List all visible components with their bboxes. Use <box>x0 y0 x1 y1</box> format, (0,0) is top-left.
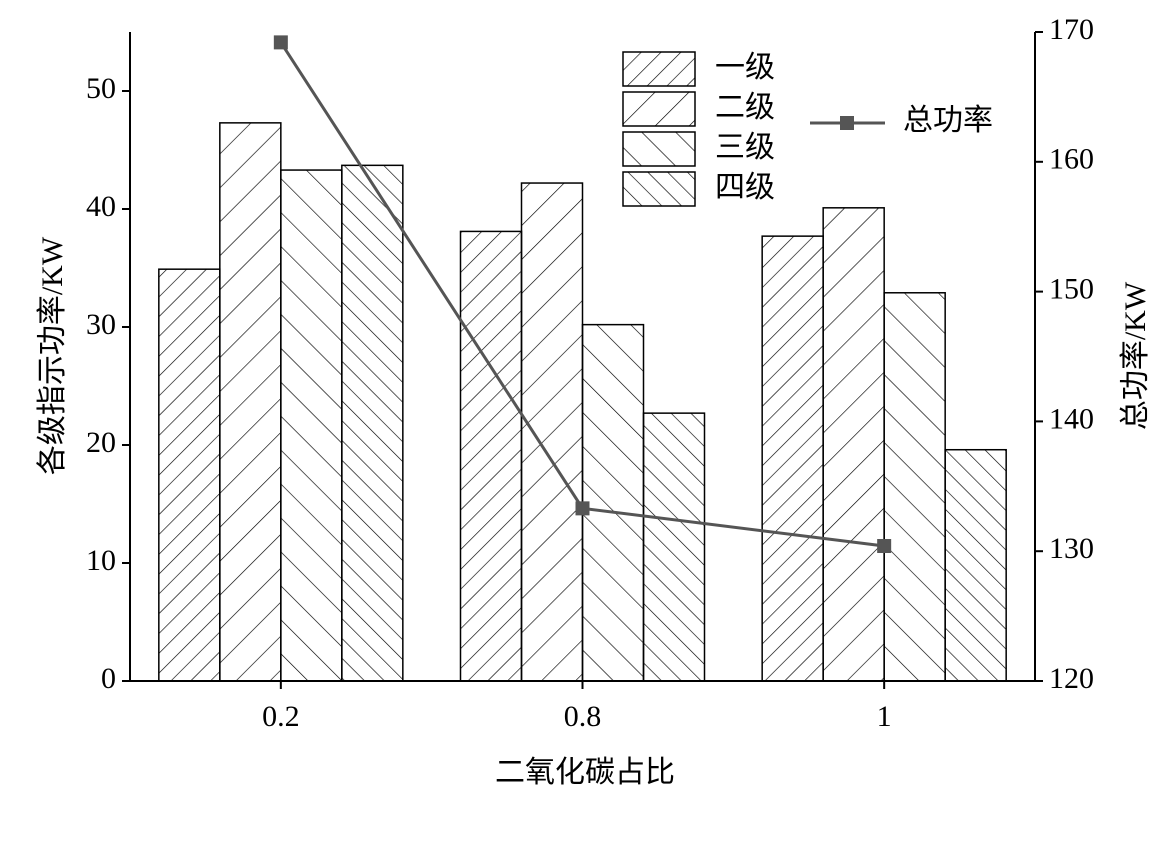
line-marker <box>273 35 288 50</box>
legend-label: 一级 <box>715 51 775 84</box>
legend-swatch <box>622 91 696 127</box>
bar <box>761 235 824 682</box>
bar <box>158 268 221 682</box>
legend-swatch <box>622 51 696 87</box>
legend-swatch <box>622 131 696 167</box>
legend-label: 二级 <box>715 91 775 124</box>
y-tick-label: 0 <box>101 662 116 695</box>
y-tick-label: 20 <box>86 426 116 459</box>
bar <box>219 122 282 682</box>
y2-tick-label: 160 <box>1049 143 1094 176</box>
x-axis-label: 二氧化碳占比 <box>495 756 675 789</box>
x-tick-label: 1 <box>877 700 892 733</box>
y2-axis-label: 总功率/KW <box>1119 281 1152 430</box>
y-tick-label: 10 <box>86 544 116 577</box>
line-marker <box>877 539 892 554</box>
y2-tick-label: 120 <box>1049 662 1094 695</box>
y-tick-label: 30 <box>86 308 116 341</box>
y-tick-label: 40 <box>86 190 116 223</box>
bar <box>944 448 1007 682</box>
x-tick-label: 0.2 <box>262 700 300 733</box>
x-tick-label: 0.8 <box>564 700 602 733</box>
legend-label: 四级 <box>715 171 775 204</box>
bar <box>341 164 404 682</box>
bar <box>459 230 523 682</box>
bar <box>883 292 946 682</box>
bar <box>642 412 706 682</box>
bar <box>822 207 885 682</box>
y2-tick-label: 150 <box>1049 272 1094 305</box>
bar <box>581 323 645 682</box>
y2-tick-label: 170 <box>1049 13 1094 46</box>
bar <box>280 169 343 682</box>
bar <box>520 182 584 682</box>
legend-label: 三级 <box>715 131 775 164</box>
legend-marker <box>840 116 854 130</box>
legend-swatch <box>622 171 696 207</box>
y2-tick-label: 130 <box>1049 532 1094 565</box>
legend-label: 总功率 <box>903 104 993 137</box>
y2-tick-label: 140 <box>1049 402 1094 435</box>
y-tick-label: 50 <box>86 72 116 105</box>
line-marker <box>575 501 590 516</box>
y-axis-label: 各级指示功率/KW <box>36 236 69 475</box>
